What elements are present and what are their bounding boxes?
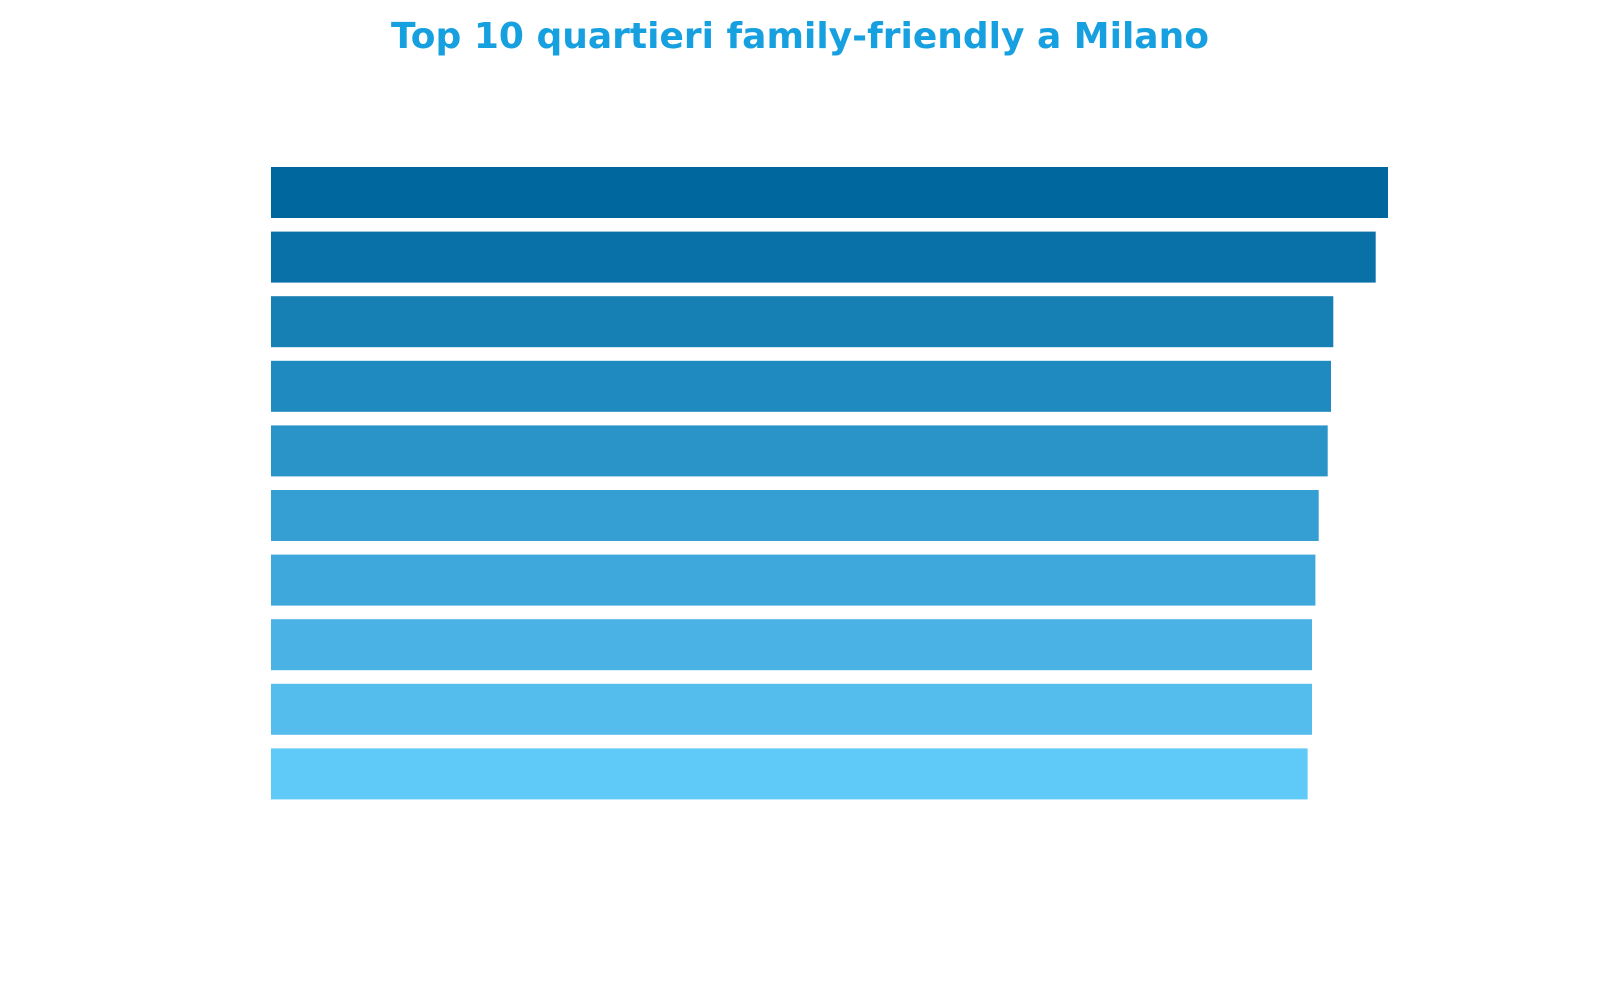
bar-2 <box>271 231 1376 283</box>
bar-10 <box>271 748 1308 800</box>
bar-9 <box>271 683 1312 735</box>
bar-6 <box>271 490 1319 541</box>
bar-5 <box>271 425 1328 477</box>
bar-1 <box>271 167 1388 218</box>
bar-8 <box>271 619 1312 671</box>
bar-4 <box>271 360 1331 412</box>
bar-3 <box>271 296 1334 348</box>
bar-7 <box>271 554 1316 606</box>
bars-group <box>271 167 1388 800</box>
chart-title: Top 10 quartieri family-friendly a Milan… <box>391 16 1209 57</box>
